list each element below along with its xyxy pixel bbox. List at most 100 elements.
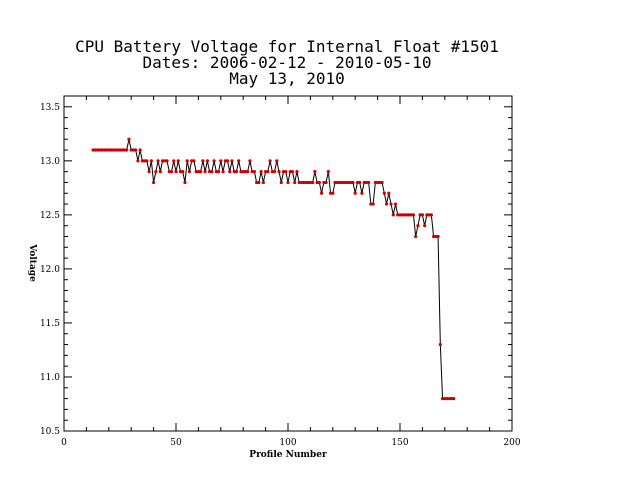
data-point [232,170,236,174]
data-point [176,159,180,163]
data-point [257,180,261,185]
data-point [277,170,281,174]
data-point [165,159,169,163]
data-point [398,213,402,217]
series-line [93,139,454,400]
data-point [199,170,203,174]
data-point [160,159,165,163]
data-point [243,170,248,174]
data-point [169,170,174,174]
data-point [111,148,115,152]
data-point [342,180,346,185]
data-point [96,148,100,152]
title-line-3: May 13, 2010 [229,69,345,88]
x-tick-label: 150 [391,438,408,448]
data-point [376,180,380,185]
data-point [317,180,321,185]
data-point [402,213,407,217]
data-point [423,224,427,228]
data-point [234,170,239,174]
data-point [340,180,344,185]
data-point [362,180,366,185]
data-point [315,180,319,185]
data-point [131,148,136,152]
data-point [384,202,389,206]
data-point [122,148,127,152]
data-point [216,170,221,174]
data-point [149,159,153,163]
data-point [353,191,357,195]
data-point [104,148,109,152]
data-point [239,170,243,174]
data-point [429,213,433,217]
data-point [295,170,299,174]
data-point [380,180,384,185]
data-point [308,180,312,185]
data-point [288,170,292,174]
data-point [414,234,418,239]
y-tick-label: 13.0 [40,157,60,167]
data-point [449,396,454,401]
data-point [351,180,355,185]
data-point [324,180,328,185]
data-point [261,180,265,185]
plot-frame [63,95,513,432]
data-point [129,148,133,152]
data-point [396,213,400,217]
axis-tick-labels: 0 50 100 150 200 10.5 11.0 11.5 12.0 12.5 13.0 13.5 [40,103,521,448]
data-point [405,213,409,217]
data-point [436,234,440,239]
data-point [120,148,124,152]
data-point [425,213,429,217]
data-point [346,180,351,185]
data-point [214,170,218,174]
data-point [259,170,263,174]
data-point [328,191,333,195]
data-point [434,234,438,239]
data-point [420,213,424,217]
data-point [443,396,447,401]
data-point [154,170,158,174]
data-point [203,170,207,174]
data-point [163,159,167,163]
data-point [100,148,104,152]
data-point [223,159,227,163]
data-point [286,180,290,185]
data-point [391,213,395,217]
data-point [290,170,295,174]
data-point [331,191,335,195]
x-tick-label: 50 [170,438,182,448]
data-point [349,180,353,185]
data-point [270,170,274,174]
data-point [299,180,304,185]
data-point [445,396,449,401]
data-point [152,180,156,185]
data-point [371,202,375,206]
data-point [275,159,279,163]
data-point [337,180,342,185]
data-point [145,159,149,163]
data-point [400,213,404,217]
title-line-2: Dates: 2006-02-12 - 2010-05-10 [143,53,432,72]
data-point [266,170,270,174]
data-point [134,148,138,152]
data-point [264,170,268,174]
data-point [335,180,339,185]
data-point [125,148,129,152]
data-point [230,159,234,163]
data-point [91,148,95,152]
data-point [192,159,196,163]
data-point [326,170,330,174]
y-tick-label: 11.0 [40,373,60,383]
data-point [311,180,315,185]
data-point [250,170,254,174]
data-point [382,191,386,195]
data-point [255,180,259,185]
data-point [364,180,368,185]
data-point [432,234,436,239]
y-tick-label: 12.5 [40,211,60,221]
data-point [304,180,308,185]
data-point [138,148,142,152]
data-point [320,191,324,195]
